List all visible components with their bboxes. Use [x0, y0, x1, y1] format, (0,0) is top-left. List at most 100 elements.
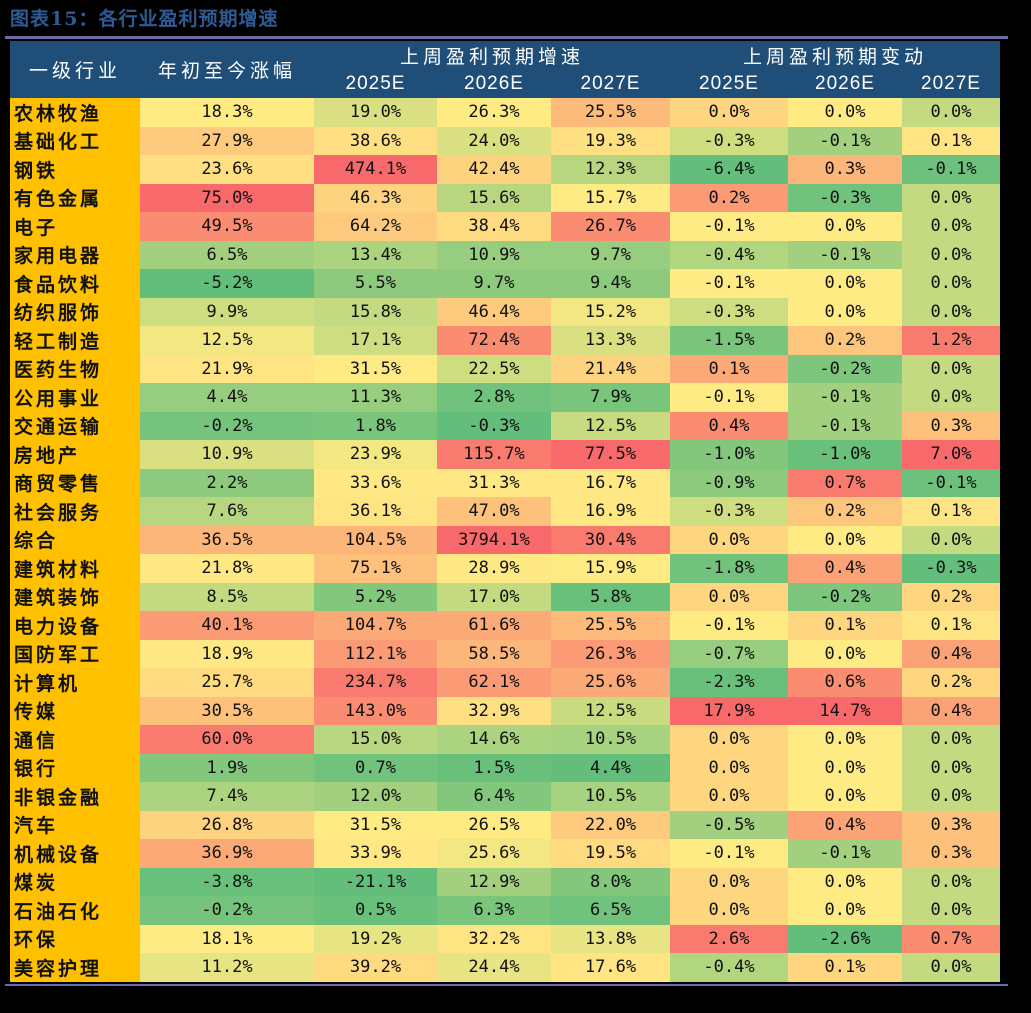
ytd-cell: 11.2%	[140, 953, 314, 982]
change-2027e-cell: 7.0%	[902, 440, 1000, 469]
growth-2027e-cell: 10.5%	[551, 782, 670, 811]
growth-2026e-cell: 22.5%	[437, 354, 551, 383]
table-row: 煤炭 -3.8% -21.1% 12.9% 8.0% 0.0% 0.0% 0.0%	[10, 867, 1000, 896]
table-row: 机械设备 36.9% 33.9% 25.6% 19.5% -0.1% -0.1% 0.3%	[10, 839, 1000, 868]
ytd-cell: 36.9%	[140, 839, 314, 868]
industry-name-cell: 基础化工	[10, 126, 140, 155]
ytd-cell: 7.4%	[140, 782, 314, 811]
table-row: 钢铁 23.6% 474.1% 42.4% 12.3% -6.4% 0.3% -0.1%	[10, 155, 1000, 184]
industry-name-cell: 电力设备	[10, 611, 140, 640]
change-2027e-cell: 0.0%	[902, 354, 1000, 383]
change-2025e-cell: -0.3%	[670, 497, 788, 526]
growth-2026e-cell: 62.1%	[437, 668, 551, 697]
ytd-cell: 9.9%	[140, 297, 314, 326]
growth-2026e-cell: 32.2%	[437, 924, 551, 953]
growth-2025e-cell: 5.2%	[314, 582, 437, 611]
change-2025e-cell: 0.0%	[670, 725, 788, 754]
growth-2025e-cell: 46.3%	[314, 183, 437, 212]
ytd-cell: 75.0%	[140, 183, 314, 212]
change-2026e-cell: 0.0%	[788, 212, 902, 241]
industry-name-cell: 非银金融	[10, 782, 140, 811]
table-row: 国防军工 18.9% 112.1% 58.5% 26.3% -0.7% 0.0% 0.4%	[10, 639, 1000, 668]
change-2026e-cell: 0.3%	[788, 155, 902, 184]
industry-name-cell: 纺织服饰	[10, 297, 140, 326]
industry-name-cell: 医药生物	[10, 354, 140, 383]
growth-2026e-cell: 10.9%	[437, 240, 551, 269]
ytd-cell: 49.5%	[140, 212, 314, 241]
change-2025e-cell: -0.4%	[670, 953, 788, 982]
growth-2026e-cell: 17.0%	[437, 582, 551, 611]
change-2026e-cell: 14.7%	[788, 696, 902, 725]
growth-2027e-cell: 77.5%	[551, 440, 670, 469]
ytd-cell: 2.2%	[140, 468, 314, 497]
change-2025e-cell: 0.0%	[670, 867, 788, 896]
growth-2027e-cell: 7.9%	[551, 383, 670, 412]
growth-2026e-cell: 47.0%	[437, 497, 551, 526]
change-2025e-cell: -0.9%	[670, 468, 788, 497]
growth-2025e-cell: 143.0%	[314, 696, 437, 725]
change-2026e-cell: 0.6%	[788, 668, 902, 697]
growth-2026e-cell: 61.6%	[437, 611, 551, 640]
growth-2025e-cell: 19.2%	[314, 924, 437, 953]
change-2027e-cell: -0.1%	[902, 155, 1000, 184]
change-2026e-cell: 0.0%	[788, 867, 902, 896]
ytd-cell: -0.2%	[140, 896, 314, 925]
change-2026e-cell: 0.2%	[788, 497, 902, 526]
change-2026e-cell: -0.3%	[788, 183, 902, 212]
header-change-2026e: 2026E	[788, 69, 902, 98]
growth-2027e-cell: 21.4%	[551, 354, 670, 383]
growth-2026e-cell: 115.7%	[437, 440, 551, 469]
table-row: 食品饮料 -5.2% 5.5% 9.7% 9.4% -0.1% 0.0% 0.0%	[10, 269, 1000, 298]
growth-2027e-cell: 19.3%	[551, 126, 670, 155]
growth-2026e-cell: 6.3%	[437, 896, 551, 925]
growth-2025e-cell: 38.6%	[314, 126, 437, 155]
table-row: 电子 49.5% 64.2% 38.4% 26.7% -0.1% 0.0% 0.0%	[10, 212, 1000, 241]
ytd-cell: 18.1%	[140, 924, 314, 953]
ytd-cell: 26.8%	[140, 810, 314, 839]
change-2026e-cell: 0.0%	[788, 896, 902, 925]
industry-name-cell: 汽车	[10, 810, 140, 839]
growth-2026e-cell: 25.6%	[437, 839, 551, 868]
growth-2027e-cell: 15.2%	[551, 297, 670, 326]
ytd-cell: 36.5%	[140, 525, 314, 554]
industry-name-cell: 传媒	[10, 696, 140, 725]
table-row: 公用事业 4.4% 11.3% 2.8% 7.9% -0.1% -0.1% 0.0%	[10, 383, 1000, 412]
growth-2025e-cell: 104.5%	[314, 525, 437, 554]
earnings-growth-table: 一级行业 年初至今涨幅 上周盈利预期增速 上周盈利预期变动 2025E 2026…	[10, 41, 1000, 982]
table-row: 计算机 25.7% 234.7% 62.1% 25.6% -2.3% 0.6% 0.2%	[10, 668, 1000, 697]
table-row: 通信 60.0% 15.0% 14.6% 10.5% 0.0% 0.0% 0.0%	[10, 725, 1000, 754]
growth-2027e-cell: 10.5%	[551, 725, 670, 754]
industry-name-cell: 有色金属	[10, 183, 140, 212]
change-2027e-cell: 0.3%	[902, 810, 1000, 839]
growth-2025e-cell: 33.6%	[314, 468, 437, 497]
growth-2025e-cell: 1.8%	[314, 411, 437, 440]
change-2025e-cell: -0.7%	[670, 639, 788, 668]
growth-2027e-cell: 22.0%	[551, 810, 670, 839]
change-2025e-cell: -1.8%	[670, 554, 788, 583]
header-growth-2025e: 2025E	[314, 69, 437, 98]
growth-2027e-cell: 6.5%	[551, 896, 670, 925]
change-2026e-cell: -0.1%	[788, 383, 902, 412]
change-2025e-cell: -0.3%	[670, 297, 788, 326]
ytd-cell: 23.6%	[140, 155, 314, 184]
growth-2026e-cell: 14.6%	[437, 725, 551, 754]
change-2027e-cell: -0.1%	[902, 468, 1000, 497]
growth-2025e-cell: 11.3%	[314, 383, 437, 412]
growth-2026e-cell: 12.9%	[437, 867, 551, 896]
growth-2025e-cell: 23.9%	[314, 440, 437, 469]
table-row: 银行 1.9% 0.7% 1.5% 4.4% 0.0% 0.0% 0.0%	[10, 753, 1000, 782]
industry-name-cell: 环保	[10, 924, 140, 953]
change-2026e-cell: -2.6%	[788, 924, 902, 953]
growth-2025e-cell: 0.7%	[314, 753, 437, 782]
industry-name-cell: 石油石化	[10, 896, 140, 925]
change-2027e-cell: 0.3%	[902, 411, 1000, 440]
ytd-cell: 27.9%	[140, 126, 314, 155]
industry-name-cell: 钢铁	[10, 155, 140, 184]
change-2025e-cell: 0.0%	[670, 896, 788, 925]
industry-name-cell: 美容护理	[10, 953, 140, 982]
growth-2027e-cell: 9.4%	[551, 269, 670, 298]
industry-name-cell: 轻工制造	[10, 326, 140, 355]
change-2025e-cell: 0.4%	[670, 411, 788, 440]
table-row: 非银金融 7.4% 12.0% 6.4% 10.5% 0.0% 0.0% 0.0%	[10, 782, 1000, 811]
growth-2025e-cell: 19.0%	[314, 98, 437, 127]
